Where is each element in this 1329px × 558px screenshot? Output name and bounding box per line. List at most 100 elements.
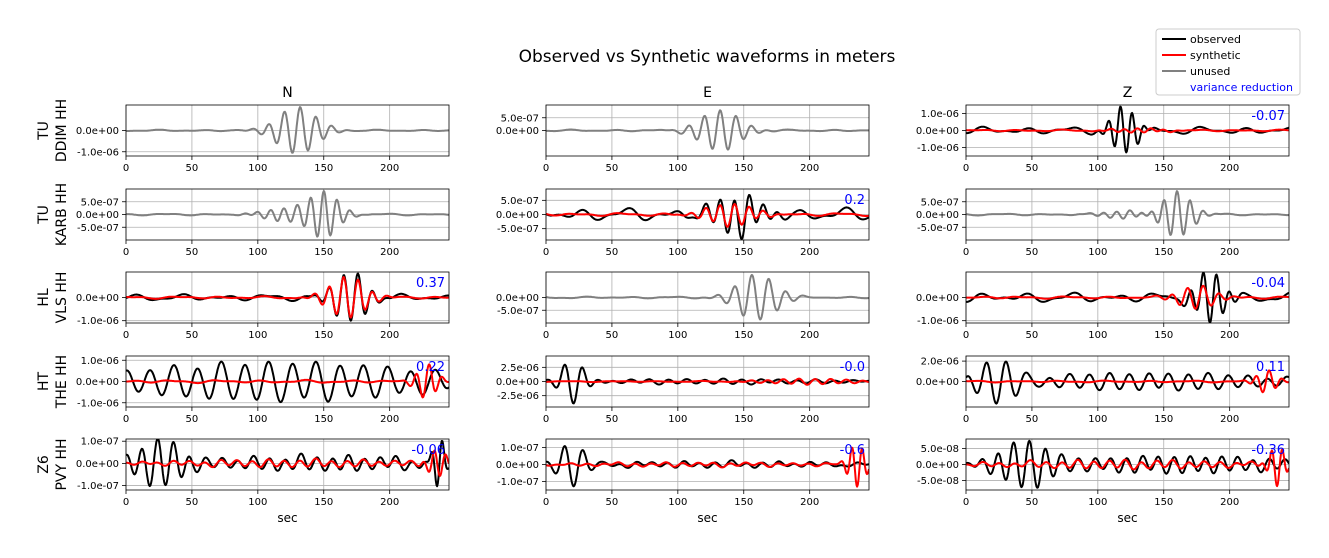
x-tick-label: 200	[800, 163, 819, 174]
x-tick-label: 50	[606, 330, 619, 341]
y-tick-label: -1.0e-06	[917, 143, 959, 154]
x-tick-label: 50	[606, 163, 619, 174]
y-tick-label: 1.0e-07	[501, 443, 539, 454]
y-tick-label: -2.5e-06	[497, 391, 539, 402]
station-label-line: DDIM HH	[54, 99, 70, 162]
y-tick-label: 5.0e-07	[921, 197, 959, 208]
x-tick-label: 0	[543, 163, 549, 174]
x-tick-label: 150	[734, 330, 753, 341]
x-tick-label: 100	[668, 414, 687, 425]
observed-trace	[966, 360, 1289, 405]
x-tick-label: 100	[248, 497, 267, 508]
panel-Z6-PVY-HH-N: 1.0e-07 0.0e+00 -1.0e-07 0 50 100 150 200 -0.06 s…	[76, 437, 450, 525]
legend: observed synthetic unused variance reductio…	[1155, 28, 1301, 96]
x-tick-label: 0	[963, 330, 969, 341]
panel-TU-DDIM-HH-N: 0.0e+00 -1.0e-06 0 50 100 150 200	[76, 104, 450, 174]
x-tick-label: 200	[380, 163, 399, 174]
x-tick-label: 200	[1220, 414, 1239, 425]
column-title-N: N	[282, 85, 292, 101]
synthetic-trace	[546, 446, 869, 488]
x-tick-label: 150	[314, 497, 333, 508]
x-tick-label: 50	[186, 497, 199, 508]
x-tick-label: 50	[186, 247, 199, 258]
x-tick-label: 100	[668, 247, 687, 258]
x-tick-label: 150	[314, 247, 333, 258]
synthetic-trace	[546, 203, 869, 228]
unused-trace	[126, 190, 449, 238]
legend-label-synthetic: synthetic	[1190, 49, 1241, 62]
x-tick-label: 100	[668, 497, 687, 508]
observed-trace	[126, 439, 449, 488]
y-tick-label: -1.0e-06	[917, 316, 959, 327]
panel-HL-VLS-HH-E: 0.0e+00 -5.0e-07 0 50 100 150 200	[496, 271, 870, 341]
x-tick-label: 0	[963, 163, 969, 174]
column-title-Z: Z	[1123, 85, 1133, 101]
y-tick-label: 0.0e+00	[76, 377, 119, 388]
y-tick-label: -5.0e-07	[497, 306, 539, 317]
station-label-line: HL	[36, 288, 52, 307]
observed-trace	[546, 194, 869, 240]
variance-reduction-label: -0.0	[840, 360, 865, 375]
y-tick-label: 2.0e-06	[921, 357, 959, 368]
x-axis-label: sec	[1117, 511, 1137, 525]
x-tick-label: 200	[1220, 497, 1239, 508]
x-tick-label: 50	[1026, 414, 1039, 425]
panel-grid: N E ZTU DDIM HH 0.0e+00-1.0e-060 50 100 150 2005…	[36, 85, 1290, 525]
y-tick-label: 1.0e-06	[921, 109, 959, 120]
variance-reduction-label: 0.2	[844, 193, 865, 208]
y-tick-label: -1.0e-06	[77, 147, 119, 158]
station-label-line: KARB HH	[54, 183, 70, 246]
y-tick-label: 0.0e+00	[496, 460, 539, 471]
variance-reduction-label: 0.37	[416, 276, 445, 291]
y-tick-label: -5.0e-07	[77, 223, 119, 234]
x-tick-label: 150	[1154, 330, 1173, 341]
y-tick-label: 0.0e+00	[916, 377, 959, 388]
x-tick-label: 100	[1088, 247, 1107, 258]
x-tick-label: 100	[1088, 330, 1107, 341]
synthetic-trace	[546, 377, 869, 386]
y-tick-label: 0.0e+00	[496, 126, 539, 137]
y-tick-label: 2.5e-06	[501, 363, 539, 374]
panel-Z6-PVY-HH-E: 1.0e-07 0.0e+00 -1.0e-07 0 50 100 150 200 -0.6 se…	[496, 438, 870, 525]
x-tick-label: 100	[248, 247, 267, 258]
station-label-line: THE HH	[54, 355, 70, 409]
figure-title: Observed vs Synthetic waveforms in meter…	[519, 47, 896, 67]
station-label-line: Z6	[36, 455, 52, 474]
x-tick-label: 200	[380, 414, 399, 425]
y-tick-label: 5.0e-07	[501, 113, 539, 124]
x-tick-label: 0	[963, 247, 969, 258]
legend-label-unused: unused	[1190, 65, 1230, 78]
y-tick-label: 5.0e-07	[501, 196, 539, 207]
x-tick-label: 150	[314, 414, 333, 425]
observed-trace	[126, 360, 449, 404]
x-tick-label: 100	[248, 414, 267, 425]
synthetic-trace	[966, 127, 1289, 134]
x-tick-label: 150	[734, 163, 753, 174]
synthetic-trace	[126, 363, 449, 399]
x-tick-label: 0	[123, 414, 129, 425]
variance-reduction-label: -0.06	[411, 443, 445, 458]
x-tick-label: 0	[543, 497, 549, 508]
synthetic-trace	[966, 369, 1289, 394]
legend-label-observed: observed	[1190, 33, 1241, 46]
y-tick-label: 1.0e-06	[81, 356, 119, 367]
panel-HT-THE-HH-E: 2.5e-06 0.0e+00 -2.5e-06 0 50 100 150 200 -0.0	[496, 355, 870, 425]
x-tick-label: 100	[668, 330, 687, 341]
x-tick-label: 200	[1220, 247, 1239, 258]
x-tick-label: 200	[800, 247, 819, 258]
x-tick-label: 0	[123, 497, 129, 508]
x-tick-label: 100	[248, 330, 267, 341]
y-tick-label: 0.0e+00	[76, 126, 119, 137]
x-tick-label: 0	[123, 247, 129, 258]
y-tick-label: -1.0e-06	[77, 316, 119, 327]
unused-trace	[546, 274, 869, 321]
y-tick-label: -1.0e-06	[77, 398, 119, 409]
x-tick-label: 100	[248, 163, 267, 174]
y-tick-label: 0.0e+00	[496, 210, 539, 221]
x-tick-label: 200	[1220, 330, 1239, 341]
panel-TU-DDIM-HH-E: 5.0e-07 0.0e+00 0 50 100 150 200	[496, 104, 870, 174]
x-tick-label: 0	[543, 414, 549, 425]
x-tick-label: 50	[186, 163, 199, 174]
x-tick-label: 100	[1088, 414, 1107, 425]
